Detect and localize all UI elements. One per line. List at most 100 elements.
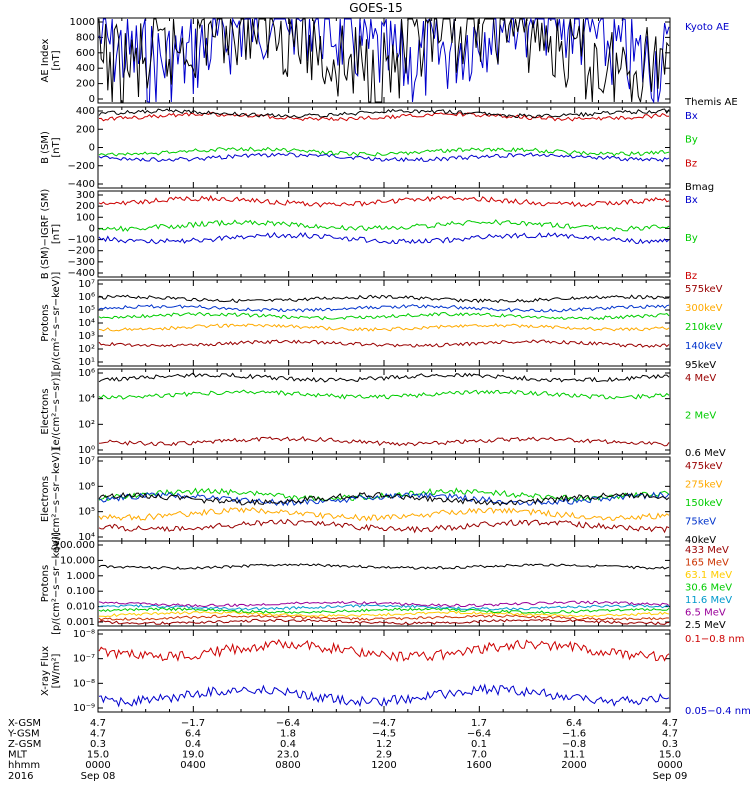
series-line-140kev <box>98 304 670 313</box>
x-row-value: 0.3 <box>90 739 106 750</box>
date-start: Sep 08 <box>81 771 116 782</box>
legend-entry: 475keV <box>685 461 723 472</box>
series-line-95kev <box>98 294 670 304</box>
y-tick-label: 10⁵ <box>78 507 95 518</box>
x-row-value: 0000 <box>657 760 682 771</box>
y-tick-label: 400 <box>76 106 95 117</box>
series-line-bx <box>98 231 670 245</box>
x-row-value: 19.0 <box>182 750 204 761</box>
series-line-300kev <box>98 323 670 332</box>
y-tick-label: 100 <box>76 212 95 223</box>
legend-entry: By <box>685 135 698 146</box>
legend-entry: 165 MeV <box>685 558 729 569</box>
y-axis-label: Electrons <box>40 388 51 434</box>
legend-entry: Themis AE <box>684 97 738 108</box>
date-end: Sep 09 <box>653 771 688 782</box>
y-tick-label: 10⁶ <box>78 481 95 492</box>
y-tick-label: −100 <box>68 235 95 246</box>
legend-entry: By <box>685 233 698 244</box>
y-tick-label: 10⁰ <box>78 445 95 456</box>
y-tick-label: 800 <box>76 32 95 43</box>
series-line-by <box>98 146 670 157</box>
x-row-value: 0.4 <box>185 739 201 750</box>
y-tick-label: 0.010 <box>66 602 95 613</box>
panel-electrons_mev: 10⁶ 10⁴ 10² 10⁰ Electrons [e/(cm²−s−sr)] 4 MeV… <box>40 368 726 459</box>
x-row-value: −6.4 <box>467 729 491 740</box>
y-tick-label: 10⁵ <box>78 305 95 316</box>
legend-entry: 11.6 MeV <box>685 595 732 606</box>
x-row-label: Z-GSM <box>8 739 41 750</box>
legend-entry: Bz <box>685 271 697 282</box>
legend-entry: 140keV <box>685 341 723 352</box>
y-tick-label: 10⁷ <box>78 456 95 467</box>
x-row-value: 15.0 <box>87 750 109 761</box>
y-tick-label: −200 <box>68 246 95 257</box>
y-axis-label: Protons <box>40 304 51 341</box>
x-row-value: 1200 <box>371 760 396 771</box>
y-tick-label: 10¹ <box>78 357 95 368</box>
y-tick-label: 0.001 <box>66 617 95 628</box>
y-tick-label: 300 <box>76 190 95 201</box>
legend-entry: Bx <box>685 195 698 206</box>
x-row-value: 1600 <box>466 760 491 771</box>
y-tick-label: 1000 <box>70 17 95 28</box>
x-row-label: MLT <box>8 750 28 761</box>
x-row-value: 0400 <box>180 760 205 771</box>
series-line-6-5-mev <box>98 600 670 608</box>
y-tick-label: 200 <box>76 201 95 212</box>
y-axis-label: Protons <box>40 565 51 602</box>
legend-entry: 4 MeV <box>685 373 716 384</box>
legend-entry: 275keV <box>685 480 723 491</box>
panel-ae: 1000 800 600 400 200 0 AE Index [nT] Kyoto AE The… <box>40 17 738 108</box>
legend-entry: 95keV <box>685 360 716 371</box>
y-tick-label: 200 <box>76 124 95 135</box>
y-axis-label: [p/(cm²−s−sr−keV)] <box>51 532 62 635</box>
y-axis-label: [e/(cm²−s−sr)] <box>51 374 62 450</box>
y-tick-label: 1.000 <box>66 571 95 582</box>
y-tick-label: 10⁻⁸ <box>73 678 95 689</box>
y-tick-label: 10⁶ <box>78 368 95 379</box>
series-line-bz <box>98 194 670 208</box>
x-row-value: 7.0 <box>471 750 487 761</box>
y-tick-label: −400 <box>68 179 95 190</box>
y-tick-label: 10.000 <box>60 555 95 566</box>
x-row-value: 4.7 <box>90 718 106 729</box>
x-row-value: −4.7 <box>372 718 396 729</box>
legend-entry: 30.6 MeV <box>685 583 732 594</box>
x-row-value: 6.4 <box>566 718 582 729</box>
y-axis-label: [nT] <box>51 137 62 157</box>
y-tick-label: 600 <box>76 48 95 59</box>
series-line-4-mev <box>98 435 670 447</box>
y-tick-label: 0.100 <box>66 586 95 597</box>
y-tick-label: 10⁻⁷ <box>73 654 95 665</box>
x-row-value: 1.2 <box>376 739 392 750</box>
y-tick-label: 10³ <box>78 331 95 342</box>
legend-entry: 0.1−0.8 nm <box>685 634 744 645</box>
panel-frame <box>97 190 671 278</box>
y-tick-label: 10⁴ <box>78 532 95 543</box>
y-axis-label: [nT] <box>51 224 62 244</box>
legend-entry: 63.1 MeV <box>685 570 732 581</box>
series-line-2-mev <box>98 389 670 400</box>
x-row-value: −1.6 <box>562 729 586 740</box>
x-row-value: 4.7 <box>662 729 678 740</box>
x-row-value: 0800 <box>275 760 300 771</box>
x-row-value: 0.3 <box>662 739 678 750</box>
y-tick-label: 400 <box>76 63 95 74</box>
y-axis-label: X-ray Flux <box>40 646 51 696</box>
y-axis-label: AE Index <box>40 38 51 82</box>
y-axis-label: [W/m²] <box>51 653 62 688</box>
y-tick-label: 10⁶ <box>78 292 95 303</box>
panel-bsm: 400 200 0 −200 −400 B (SM) [nT] Bx By Bz Bmag <box>40 106 714 193</box>
y-tick-label: 10⁻⁹ <box>73 703 95 714</box>
series-line-themis-ae <box>98 17 670 103</box>
legend-entry: 210keV <box>685 322 723 333</box>
legend-entry: 2 MeV <box>685 411 716 422</box>
legend-entry: 40keV <box>685 535 716 546</box>
y-tick-label: 100.000 <box>54 540 95 551</box>
series-line-165-mev <box>98 614 670 621</box>
series-line-63-1-mev <box>98 610 670 618</box>
legend-entry: 0.6 MeV <box>685 448 726 459</box>
y-tick-label: 10² <box>78 344 95 355</box>
